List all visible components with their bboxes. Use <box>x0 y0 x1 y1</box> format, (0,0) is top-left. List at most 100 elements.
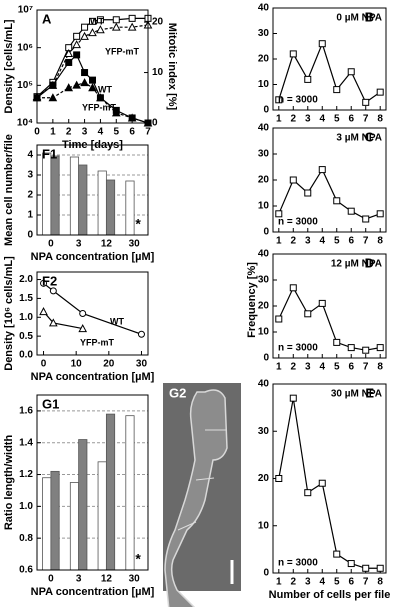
n-label: n = 3000 <box>278 343 318 354</box>
marker <box>49 81 57 89</box>
y-tick-label: 30 <box>258 28 270 39</box>
y-tick-label: 10 <box>258 327 270 338</box>
x-tick-label: 7 <box>363 236 369 247</box>
panel-label: D <box>365 255 374 270</box>
y-tick-label: 0.0 <box>19 350 33 361</box>
y-tick-label: 1.0 <box>19 312 33 323</box>
plot-frame <box>272 7 387 111</box>
y-tick-label: 10 <box>258 201 270 212</box>
micrograph <box>163 383 241 607</box>
marker <box>347 207 355 215</box>
y-axis-label: Density [10⁶ cells/mL] <box>3 256 15 371</box>
y2-tick-label: 20 <box>152 17 164 28</box>
line <box>43 282 142 335</box>
x-axis-label: Number of cells per file <box>269 589 391 601</box>
marker <box>333 550 341 558</box>
x-tick-label: 8 <box>377 577 383 588</box>
x-tick-label: 4 <box>319 577 325 588</box>
marker <box>96 93 105 102</box>
y-tick-label: 0 <box>263 353 269 364</box>
bar <box>97 170 107 236</box>
y-tick-label: 10⁷ <box>18 5 33 16</box>
x-tick-label: 5 <box>334 577 340 588</box>
x-tick-label: 5 <box>334 114 340 125</box>
marker <box>127 22 137 31</box>
x-tick-label: 4 <box>98 127 104 138</box>
x-tick-label: 5 <box>114 127 120 138</box>
y-tick-label: 30 <box>258 426 270 437</box>
x-tick-label: 1 <box>50 127 56 138</box>
x-axis-label: NPA concentration [µM] <box>31 371 155 383</box>
marker <box>72 80 81 89</box>
marker <box>64 48 74 58</box>
condition-label: 30 µM NPA <box>331 389 382 400</box>
y-tick-label: 30 <box>258 149 270 160</box>
plot-frame <box>36 144 149 236</box>
x-tick-label: 6 <box>129 127 135 138</box>
x-tick-label: 1 <box>276 577 282 588</box>
bar <box>78 164 88 236</box>
marker <box>275 96 283 104</box>
y-tick-label: 40 <box>258 379 270 390</box>
x-tick-label: 6 <box>348 114 354 125</box>
n-label: n = 3000 <box>278 558 318 569</box>
x-tick-label: 6 <box>348 362 354 373</box>
y-tick-label: 0 <box>263 105 269 116</box>
x-tick-label: 4 <box>319 114 325 125</box>
x-tick-label: 1 <box>276 236 282 247</box>
y-axis-label: Frequency [%] <box>246 262 258 338</box>
panel-label: B <box>365 9 374 24</box>
condition-label: 12 µM NPA <box>331 259 382 270</box>
x-axis-label: NPA concentration [µM] <box>31 251 155 263</box>
bar <box>105 179 116 236</box>
line <box>36 17 148 98</box>
x-tick-label: 3 <box>76 574 82 585</box>
marker <box>275 210 283 218</box>
cell-file <box>164 389 228 607</box>
line-label: WT <box>110 316 124 326</box>
marker <box>81 69 89 77</box>
x-tick-label: 3 <box>305 236 311 247</box>
marker <box>318 479 326 487</box>
marker <box>289 394 297 402</box>
marker <box>89 76 96 84</box>
marker <box>65 58 73 66</box>
y-axis-label: Ratio length/width <box>3 435 15 531</box>
cell-wall <box>177 521 197 531</box>
marker <box>80 78 89 87</box>
x-tick-label: 8 <box>377 114 383 125</box>
line-label: YFP-mT <box>80 337 115 347</box>
bar <box>125 415 135 571</box>
x-tick-label: 5 <box>334 236 340 247</box>
x-tick-label: 2 <box>66 127 72 138</box>
panel-label: F1 <box>42 146 57 161</box>
x-tick-label: 2 <box>291 236 297 247</box>
y-tick-label: 40 <box>258 249 270 260</box>
marker <box>347 560 355 568</box>
x-tick-label: 0 <box>41 359 47 370</box>
marker <box>81 23 89 31</box>
marker <box>289 50 297 58</box>
bar <box>125 180 135 236</box>
line <box>37 81 149 124</box>
y-tick-label: 2.0 <box>19 274 33 285</box>
condition-label: 3 µM NPA <box>336 133 382 144</box>
line <box>278 398 381 569</box>
plot-frame <box>36 394 149 571</box>
marker <box>49 287 57 295</box>
marker <box>64 83 74 92</box>
plot-frame <box>272 127 387 233</box>
line <box>36 24 149 98</box>
line-label: YFP-mT <box>105 46 140 56</box>
y-tick-label: 20 <box>258 175 270 186</box>
cell-wall <box>195 477 215 481</box>
marker <box>289 176 297 184</box>
x-tick-label: 7 <box>363 114 369 125</box>
y-tick-label: 1.2 <box>19 469 33 480</box>
y-tick-label: 20 <box>258 301 270 312</box>
marker <box>112 16 120 24</box>
marker <box>96 25 105 34</box>
marker <box>362 215 370 223</box>
x-tick-label: 3 <box>305 577 311 588</box>
